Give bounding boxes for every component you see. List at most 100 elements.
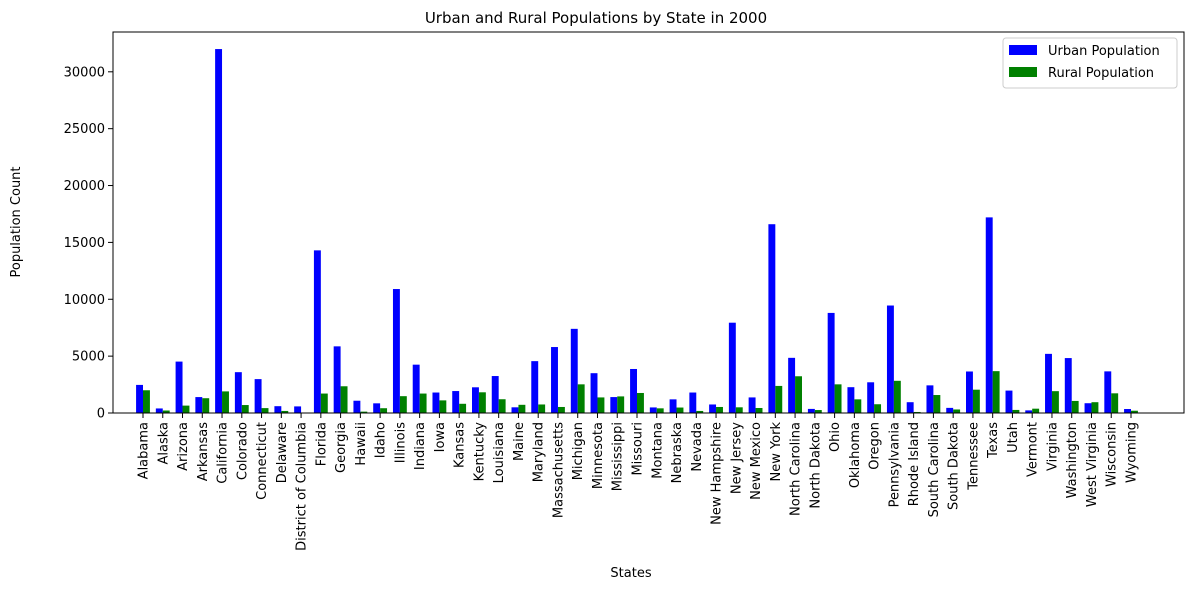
x-tick-label-hawaii: Hawaii [354,422,369,466]
x-tick-label-mississippi: Mississippi [611,422,626,491]
bar-urban-indiana [412,364,420,413]
x-axis-label: States [610,566,651,581]
bar-urban-massachusetts [551,347,558,413]
x-axis: Alabama Alaska Arizona Arkansas California Co… [137,413,1140,551]
x-tick-label-nevada: Nevada [690,422,705,472]
bar-rural-pennsylvania [893,380,901,413]
bar-rural-colorado [241,405,249,413]
bar-rural-montana [656,408,664,413]
y-tick-label: 30000 [64,65,105,80]
x-tick-label-montana: Montana [650,422,665,479]
x-tick-label-rhode-island: Rhode Island [907,422,922,506]
bar-urban-mississippi [610,397,618,413]
bar-rural-california [222,391,229,413]
x-tick-label-louisiana: Louisiana [492,422,507,483]
x-tick-label-washington: Washington [1065,422,1080,498]
bar-urban-california [215,49,223,414]
bar-urban-rhode-island [906,402,914,413]
bar-rural-south-carolina [933,395,941,413]
bar-urban-montana [649,407,657,413]
bar-urban-delaware [274,406,282,413]
bar-rural-delaware [281,410,289,413]
x-tick-label-south-dakota: South Dakota [947,422,962,510]
bar-rural-louisiana [498,399,506,413]
bar-urban-south-carolina [926,385,934,413]
bar-urban-arkansas [195,397,203,413]
x-tick-label-north-carolina: North Carolina [789,422,804,516]
x-tick-label-vermont: Vermont [1026,422,1041,477]
bar-rural-rhode-island [913,411,921,413]
x-tick-label-massachusetts: Massachusetts [551,422,566,518]
x-tick-label-west-virginia: West Virginia [1085,422,1100,507]
legend: Urban Population Rural Population [1002,37,1178,89]
x-tick-label-missouri: Missouri [631,422,646,476]
bar-urban-utah [1005,390,1013,413]
x-tick-label-pennsylvania: Pennsylvania [887,422,902,507]
bar-rural-massachusetts [557,406,565,413]
bar-rural-wyoming [1131,410,1138,413]
bar-rural-west-virginia [1091,402,1099,413]
bar-rural-texas [992,371,1000,413]
bar-rural-indiana [419,393,427,413]
bar-rural-mississippi [617,396,625,413]
x-tick-label-kansas: Kansas [453,422,468,468]
bar-rural-hawaii [360,411,368,413]
bar-urban-new-hampshire [709,404,717,413]
x-tick-label-wyoming: Wyoming [1125,422,1140,483]
x-tick-label-idaho: Idaho [374,422,389,458]
x-tick-label-ohio: Ohio [828,422,843,452]
x-tick-label-district-of-columbia: District of Columbia [295,422,310,551]
bar-rural-maryland [538,404,546,413]
x-tick-label-colorado: Colorado [235,422,250,480]
x-tick-label-minnesota: Minnesota [591,422,606,489]
x-tick-label-tennessee: Tennessee [966,422,981,491]
bar-rural-connecticut [261,408,269,413]
x-tick-label-iowa: Iowa [433,422,448,452]
x-tick-label-new-mexico: New Mexico [749,422,764,500]
bar-rural-vermont [1032,408,1040,413]
bar-rural-north-carolina [795,376,802,413]
bar-urban-minnesota [590,373,598,413]
x-tick-label-new-hampshire: New Hampshire [710,422,725,525]
y-tick-label: 15000 [64,236,105,251]
bar-rural-nevada [696,410,704,413]
bar-rural-florida [320,393,328,413]
bar-urban-south-dakota [946,407,954,413]
x-tick-label-kentucky: Kentucky [472,422,487,482]
legend-frame [1002,37,1178,89]
x-tick-label-connecticut: Connecticut [255,422,270,500]
x-tick-label-michigan: Michigan [571,422,586,480]
bar-urban-illinois [392,289,400,413]
bar-urban-wisconsin [1104,371,1112,413]
bar-rural-georgia [340,386,348,413]
x-tick-label-north-dakota: North Dakota [808,422,823,509]
bar-rural-new-hampshire [716,406,723,413]
x-tick-label-nebraska: Nebraska [670,422,685,483]
x-tick-label-maryland: Maryland [532,422,547,482]
bar-urban-nebraska [669,399,677,413]
x-tick-label-virginia: Virginia [1045,422,1060,471]
x-tick-label-arizona: Arizona [176,422,191,471]
bar-rural-oklahoma [854,399,862,413]
bar-rural-new-mexico [755,408,763,413]
bar-urban-north-carolina [788,357,796,413]
y-axis-label: Population Count [9,166,24,277]
bar-urban-missouri [630,368,637,413]
x-tick-label-texas: Texas [986,422,1001,459]
bar-rural-north-dakota [814,410,822,413]
bar-urban-district-of-columbia [294,406,302,413]
plot-frame [112,31,1185,414]
x-tick-label-new-jersey: New Jersey [729,422,744,494]
bar-rural-washington [1071,400,1079,413]
chart-title: Urban and Rural Populations by State in … [425,9,767,27]
bar-rural-tennessee [972,389,980,413]
bar-urban-wyoming [1124,409,1131,413]
bar-rural-iowa [439,400,447,413]
x-tick-label-south-carolina: South Carolina [927,422,942,517]
y-tick-label: 10000 [64,293,105,308]
bar-urban-idaho [373,403,381,413]
bar-urban-texas [985,217,993,413]
bar-urban-washington [1064,358,1072,413]
bar-rural-ohio [834,384,842,413]
